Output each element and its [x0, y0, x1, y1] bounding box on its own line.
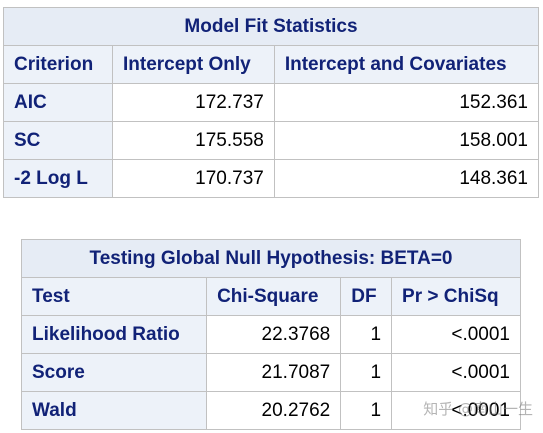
global-null-hypothesis-table: Testing Global Null Hypothesis: BETA=0 T…	[20, 239, 521, 430]
table-cell: 148.361	[273, 159, 540, 198]
column-header: Criterion	[3, 45, 113, 84]
table-cell: 22.3768	[206, 315, 342, 354]
table-cell: <.0001	[391, 391, 521, 430]
table-row: AIC 172.737 152.361	[3, 83, 540, 122]
column-header: Test	[20, 277, 208, 316]
table-cell: 172.737	[112, 83, 275, 122]
column-header: Intercept and Covariates	[273, 45, 540, 84]
table-cell: 1	[340, 315, 393, 354]
table-caption: Testing Global Null Hypothesis: BETA=0	[21, 239, 521, 278]
table-cell: 1	[340, 353, 393, 392]
table-row: Score 21.7087 1 <.0001	[20, 353, 521, 392]
table-header-row: Test Chi-Square DF Pr > ChiSq	[20, 277, 521, 316]
model-fit-statistics-table: Model Fit Statistics Criterion Intercept…	[3, 7, 540, 198]
table-header-row: Criterion Intercept Only Intercept and C…	[3, 45, 540, 84]
table-row: Likelihood Ratio 22.3768 1 <.0001	[20, 315, 521, 354]
table-cell: <.0001	[391, 315, 521, 354]
table-cell: <.0001	[391, 353, 521, 392]
table-cell: 21.7087	[206, 353, 342, 392]
row-header: Wald	[20, 391, 208, 430]
column-header: Chi-Square	[206, 277, 342, 316]
column-header: Pr > ChiSq	[391, 277, 521, 316]
table-cell: 170.737	[112, 159, 275, 198]
row-header: Score	[20, 353, 208, 392]
column-header: DF	[340, 277, 393, 316]
row-header: SC	[3, 121, 113, 160]
row-header: Likelihood Ratio	[20, 315, 208, 354]
table-caption: Model Fit Statistics	[3, 7, 539, 46]
table-cell: 152.361	[273, 83, 540, 122]
row-header: AIC	[3, 83, 113, 122]
table-caption-row: Model Fit Statistics	[3, 7, 539, 46]
table-row: SC 175.558 158.001	[3, 121, 540, 160]
table-row: -2 Log L 170.737 148.361	[3, 159, 540, 198]
table-cell: 20.2762	[206, 391, 342, 430]
table-row: Wald 20.2762 1 <.0001	[20, 391, 521, 430]
table-caption-row: Testing Global Null Hypothesis: BETA=0	[21, 239, 521, 278]
table-cell: 1	[340, 391, 393, 430]
table-cell: 175.558	[112, 121, 275, 160]
column-header: Intercept Only	[112, 45, 275, 84]
table-cell: 158.001	[273, 121, 540, 160]
row-header: -2 Log L	[3, 159, 113, 198]
